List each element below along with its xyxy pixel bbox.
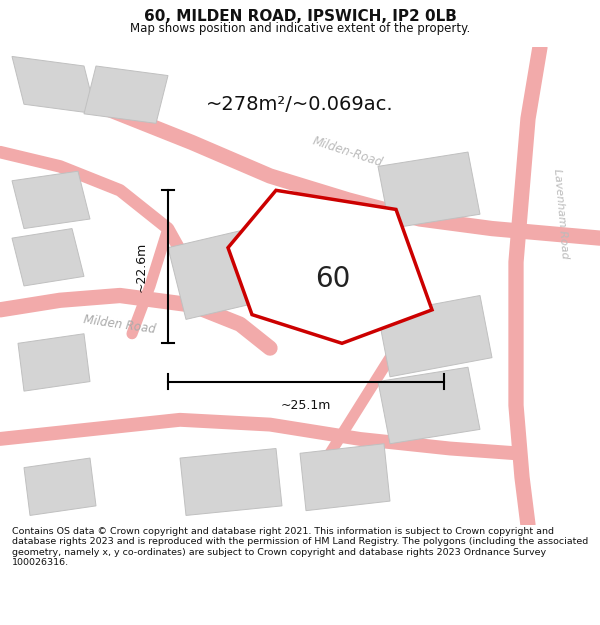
Polygon shape <box>378 152 480 229</box>
Text: Milden-Road: Milden-Road <box>311 134 385 169</box>
Polygon shape <box>12 56 96 114</box>
Text: Milden Road: Milden Road <box>83 312 157 336</box>
Polygon shape <box>378 296 492 377</box>
Polygon shape <box>300 444 390 511</box>
Polygon shape <box>378 368 480 444</box>
Text: ~25.1m: ~25.1m <box>281 399 331 412</box>
Polygon shape <box>180 449 282 516</box>
Text: Contains OS data © Crown copyright and database right 2021. This information is : Contains OS data © Crown copyright and d… <box>12 527 588 568</box>
Polygon shape <box>168 224 288 319</box>
Text: ~278m²/~0.069ac.: ~278m²/~0.069ac. <box>206 95 394 114</box>
Text: Map shows position and indicative extent of the property.: Map shows position and indicative extent… <box>130 22 470 35</box>
Text: 60, MILDEN ROAD, IPSWICH, IP2 0LB: 60, MILDEN ROAD, IPSWICH, IP2 0LB <box>143 9 457 24</box>
Polygon shape <box>84 66 168 123</box>
Text: ~22.6m: ~22.6m <box>134 242 148 292</box>
Polygon shape <box>12 171 90 229</box>
Polygon shape <box>12 229 84 286</box>
Text: 60: 60 <box>316 265 350 292</box>
Polygon shape <box>18 334 90 391</box>
Polygon shape <box>228 190 432 343</box>
Polygon shape <box>24 458 96 516</box>
Text: Lavenham Road: Lavenham Road <box>552 169 570 259</box>
